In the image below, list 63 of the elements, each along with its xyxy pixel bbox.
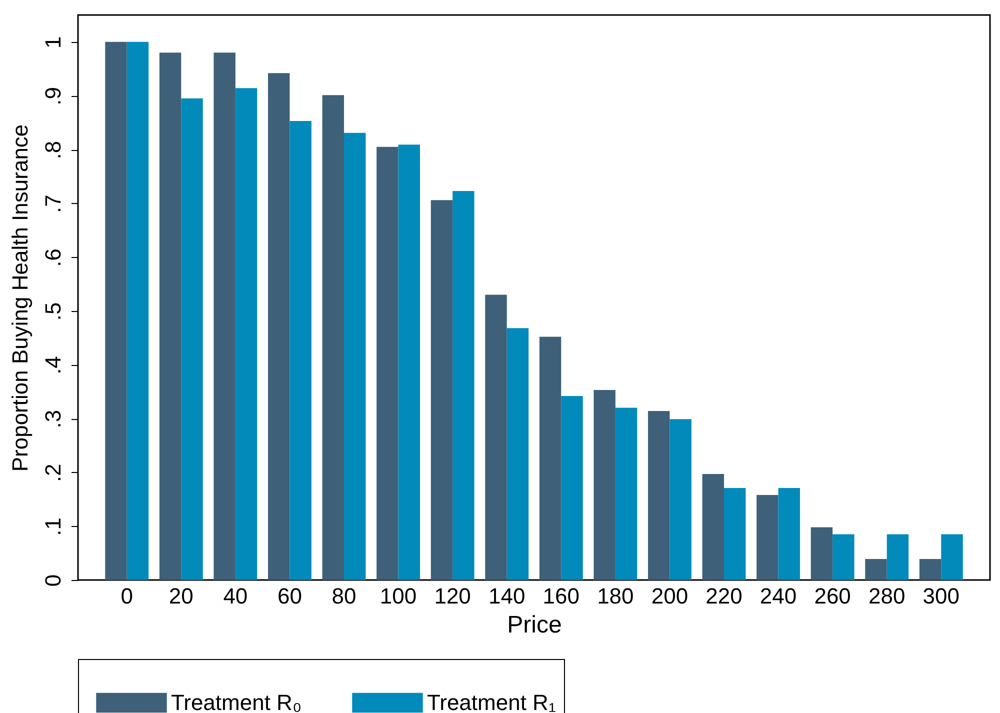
x-tick-label: 260 [814, 584, 851, 608]
x-axis-title: Price [507, 612, 562, 638]
y-tick-label: .5 [40, 302, 66, 321]
y-tick-label: .8 [40, 140, 66, 160]
y-tick-label: .9 [40, 87, 66, 106]
bar [865, 559, 887, 580]
bar [181, 98, 203, 580]
x-tick-label: 160 [542, 584, 580, 608]
bar [398, 144, 420, 580]
x-tick-label: 180 [597, 584, 634, 608]
y-axis-title: Proportion Buying Health Insurance [8, 124, 32, 472]
y-tick-label: .4 [40, 356, 66, 374]
x-tick-label: 120 [434, 584, 471, 608]
bar [235, 88, 258, 580]
bar [539, 336, 562, 580]
bar [919, 559, 942, 580]
y-tick-label: .3 [40, 410, 66, 428]
x-tick-label: 200 [651, 584, 688, 608]
y-tick-label: 0 [40, 574, 66, 587]
bar [670, 419, 692, 580]
x-tick-label: 60 [277, 584, 302, 608]
bar [452, 190, 474, 580]
y-tick-label: .2 [40, 464, 66, 482]
legend-label: Treatment R₁ [427, 690, 556, 713]
x-tick-label: 300 [922, 584, 960, 608]
y-tick-label: .6 [40, 248, 66, 267]
x-tick-label: 240 [760, 584, 797, 608]
y-tick-label: .7 [40, 194, 66, 214]
x-tick-label: 40 [223, 584, 248, 608]
bar [724, 488, 746, 580]
bar [268, 73, 290, 580]
bar [702, 474, 724, 580]
bar [344, 132, 366, 580]
bar [886, 534, 909, 580]
bar [594, 390, 616, 580]
bar [376, 146, 398, 580]
bar [756, 494, 778, 580]
bar [648, 411, 670, 580]
x-tick-label: 220 [706, 584, 742, 608]
bar [615, 408, 638, 580]
bar [430, 200, 453, 580]
x-tick-label: 20 [168, 584, 194, 608]
x-tick-label: 100 [380, 584, 417, 608]
bar [832, 534, 854, 580]
bar [506, 328, 529, 580]
x-tick-label: 280 [868, 584, 906, 608]
legend-label: Treatment R₀ [171, 690, 302, 713]
bar [778, 488, 800, 580]
bar [126, 42, 149, 580]
bar [290, 121, 312, 580]
bar [941, 534, 963, 580]
bar [214, 52, 236, 580]
x-tick-label: 80 [332, 584, 356, 608]
bar [159, 52, 182, 580]
y-tick-label: .1 [40, 518, 66, 536]
x-tick-label: 0 [120, 584, 133, 608]
bar [105, 42, 127, 580]
bar [485, 294, 507, 580]
bar [322, 95, 344, 580]
bar [561, 396, 583, 580]
y-tick-label: 1 [40, 36, 66, 49]
bar [810, 527, 833, 580]
x-tick-label: 140 [488, 584, 526, 608]
